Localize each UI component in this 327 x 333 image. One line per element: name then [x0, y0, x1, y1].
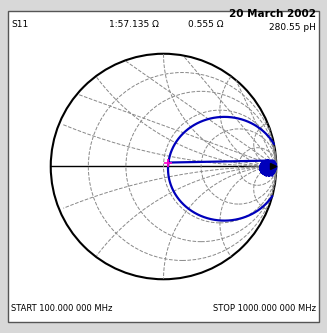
Text: 0.555 Ω: 0.555 Ω	[188, 20, 224, 29]
Text: STOP 1000.000 000 MHz: STOP 1000.000 000 MHz	[213, 304, 316, 313]
Text: S11: S11	[11, 20, 28, 29]
Text: 280.55 pH: 280.55 pH	[269, 23, 316, 32]
Text: 20 March 2002: 20 March 2002	[229, 9, 316, 19]
Text: START 100.000 000 MHz: START 100.000 000 MHz	[11, 304, 112, 313]
Text: 1:57.135 Ω: 1:57.135 Ω	[109, 20, 159, 29]
